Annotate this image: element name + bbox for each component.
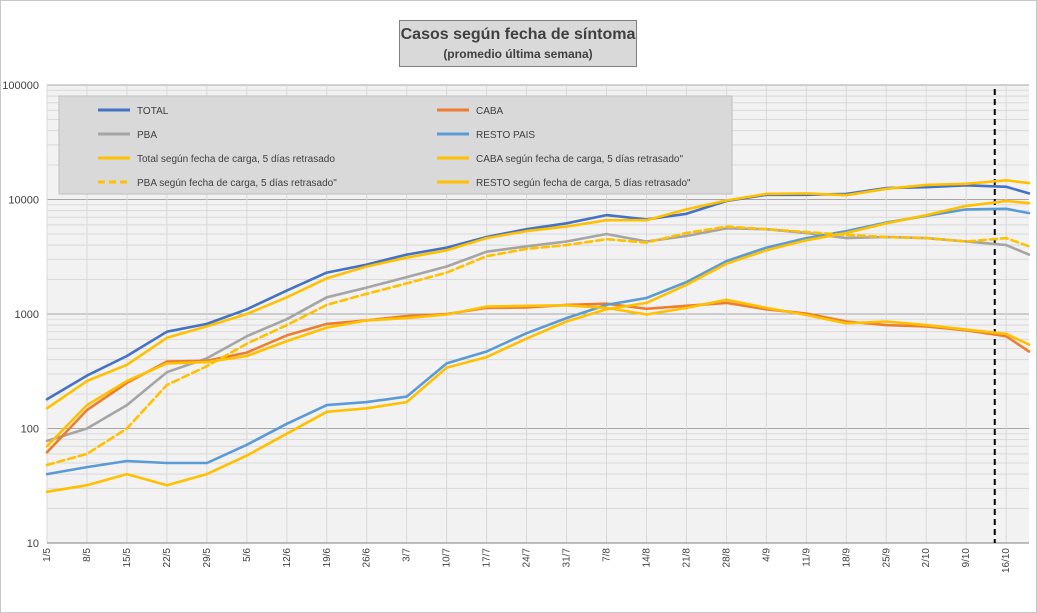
x-tick-label: 25/9 bbox=[881, 548, 892, 568]
legend: TOTAL CABA PBA RESTO PAIS Total según fecha … bbox=[98, 106, 691, 189]
x-tick-label: 5/6 bbox=[242, 548, 253, 562]
y-axis: 10 100 1000 10000 100000 bbox=[2, 80, 39, 550]
x-axis: 1/5 8/5 15/5 22/5 29/5 5/6 12/6 19/6 26/6 3/7 10/7… bbox=[42, 548, 1012, 573]
y-tick-label: 100 bbox=[21, 424, 39, 436]
legend-label: PBA bbox=[137, 130, 157, 141]
x-tick-label: 17/7 bbox=[482, 548, 493, 568]
legend-label: RESTO según fecha de carga, 5 días retra… bbox=[476, 178, 691, 189]
x-tick-label: 29/5 bbox=[202, 548, 213, 568]
x-tick-label: 7/8 bbox=[602, 548, 613, 562]
y-tick-label: 1000 bbox=[15, 309, 39, 321]
x-tick-label: 26/6 bbox=[362, 548, 373, 568]
series-line bbox=[45, 179, 1031, 410]
y-tick-label: 10 bbox=[27, 538, 39, 550]
y-tick-label: 10000 bbox=[8, 195, 39, 207]
series-line bbox=[45, 225, 1031, 467]
x-tick-label: 4/9 bbox=[761, 548, 772, 562]
x-tick-label: 19/6 bbox=[322, 548, 333, 568]
x-tick-label: 16/10 bbox=[1001, 548, 1012, 573]
legend-label: CABA bbox=[476, 106, 504, 117]
x-tick-label: 21/8 bbox=[681, 548, 692, 568]
chart-title-box: Casos según fecha de síntoma (promedio ú… bbox=[399, 20, 637, 67]
x-tick-label: 11/9 bbox=[801, 548, 812, 567]
x-tick-label: 3/7 bbox=[402, 548, 413, 562]
x-tick-label: 1/5 bbox=[42, 548, 53, 562]
x-tick-label: 31/7 bbox=[562, 548, 573, 568]
legend-label: Total según fecha de carga, 5 días retra… bbox=[137, 154, 335, 165]
x-tick-label: 24/7 bbox=[522, 548, 533, 568]
x-tick-label: 9/10 bbox=[961, 548, 972, 568]
x-tick-label: 22/5 bbox=[162, 548, 173, 568]
x-tick-label: 28/8 bbox=[721, 548, 732, 568]
chart-title: Casos según fecha de síntoma bbox=[400, 26, 636, 43]
x-tick-label: 2/10 bbox=[921, 548, 932, 568]
legend-box bbox=[58, 95, 733, 195]
x-tick-label: 15/5 bbox=[122, 548, 133, 568]
x-tick-label: 10/7 bbox=[442, 548, 453, 568]
series-line bbox=[45, 199, 1031, 494]
x-tick-label: 8/5 bbox=[82, 548, 93, 562]
legend-label: PBA según fecha de carga, 5 días retrasa… bbox=[137, 178, 337, 189]
x-tick-label: 12/6 bbox=[282, 548, 293, 568]
legend-label: CABA según fecha de carga, 5 días retras… bbox=[476, 154, 683, 165]
legend-label: RESTO PAIS bbox=[476, 130, 535, 141]
series-lines bbox=[45, 179, 1031, 494]
x-tick-label: 18/9 bbox=[841, 548, 852, 568]
chart-subtitle: (promedio última semana) bbox=[443, 47, 593, 61]
y-tick-label: 100000 bbox=[2, 80, 39, 92]
x-tick-label: 14/8 bbox=[641, 548, 652, 568]
legend-label: TOTAL bbox=[137, 106, 169, 117]
